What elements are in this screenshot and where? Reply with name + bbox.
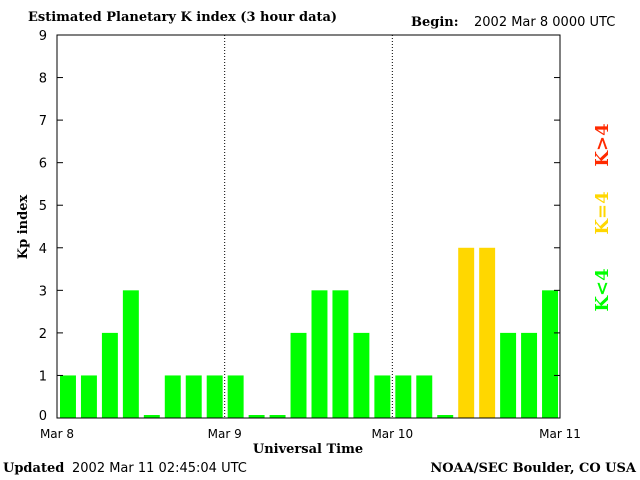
begin-value: 2002 Mar 8 0000 UTC bbox=[474, 15, 616, 30]
kp-bar bbox=[353, 332, 370, 418]
kp-bar bbox=[101, 332, 118, 418]
x-axis-label: Universal Time bbox=[253, 442, 363, 457]
x-tick-label: Mar 10 bbox=[371, 427, 413, 441]
x-axis-ticks: Mar 8 Mar 9 Mar 10 Mar 11 bbox=[40, 427, 581, 441]
kp-bar bbox=[542, 290, 558, 418]
y-axis-label: Kp index bbox=[16, 195, 31, 260]
x-tick-label: Mar 9 bbox=[208, 427, 242, 441]
credit-text: NOAA/SEC Boulder, CO USA bbox=[430, 461, 636, 476]
legend-entry-mid: K=4 bbox=[592, 191, 613, 234]
kp-bar bbox=[521, 332, 538, 418]
x-tick-label: Mar 11 bbox=[539, 427, 581, 441]
y-tick-label: 1 bbox=[39, 369, 47, 384]
y-tick-label: 3 bbox=[39, 284, 47, 299]
kp-bar bbox=[60, 375, 76, 418]
kp-bar bbox=[311, 290, 328, 418]
kp-bar bbox=[374, 375, 391, 418]
plot-frame bbox=[56, 34, 561, 419]
updated-label: Updated bbox=[3, 461, 65, 476]
x-tick-label: Mar 8 bbox=[40, 427, 74, 441]
kp-bar bbox=[206, 375, 223, 418]
kp-bar bbox=[185, 375, 202, 418]
updated-value: 2002 Mar 11 02:45:04 UTC bbox=[72, 461, 247, 476]
plot-border bbox=[56, 34, 561, 419]
y-tick-label: 7 bbox=[39, 114, 47, 129]
legend-entry-low: K<4 bbox=[592, 268, 613, 311]
kp-bar bbox=[122, 290, 139, 418]
kp-bar bbox=[395, 375, 412, 418]
kp-bar bbox=[269, 415, 286, 418]
y-tick-label: 8 bbox=[39, 72, 47, 87]
y-tick-label: 9 bbox=[39, 29, 47, 44]
y-tick-label: 4 bbox=[39, 242, 47, 257]
kp-bar bbox=[479, 247, 496, 418]
chart-title: Estimated Planetary K index (3 hour data… bbox=[28, 10, 338, 25]
y-tick-label: 0 bbox=[39, 409, 47, 424]
bar-group bbox=[60, 247, 558, 418]
y-tick-label: 5 bbox=[39, 199, 47, 214]
y-axis-ticks: 0 1 2 3 4 5 6 7 8 9 bbox=[39, 29, 560, 424]
legend-entry-high: K>4 bbox=[592, 123, 613, 166]
kp-bar bbox=[227, 375, 244, 418]
kp-bar bbox=[437, 415, 454, 418]
kp-bar bbox=[290, 332, 307, 418]
kp-bar bbox=[458, 247, 475, 418]
legend: K<4 K=4 K>4 bbox=[592, 123, 613, 311]
kp-bar bbox=[164, 375, 181, 418]
kp-bar bbox=[500, 332, 517, 418]
kp-bar bbox=[143, 415, 160, 418]
day-separators bbox=[224, 35, 393, 418]
y-tick-label: 6 bbox=[39, 157, 47, 172]
kp-bar bbox=[332, 290, 349, 418]
kp-bar bbox=[80, 375, 97, 418]
kp-bar bbox=[416, 375, 433, 418]
begin-label: Begin: bbox=[411, 15, 459, 30]
y-tick-label: 2 bbox=[39, 327, 47, 342]
kp-bar bbox=[248, 415, 265, 418]
